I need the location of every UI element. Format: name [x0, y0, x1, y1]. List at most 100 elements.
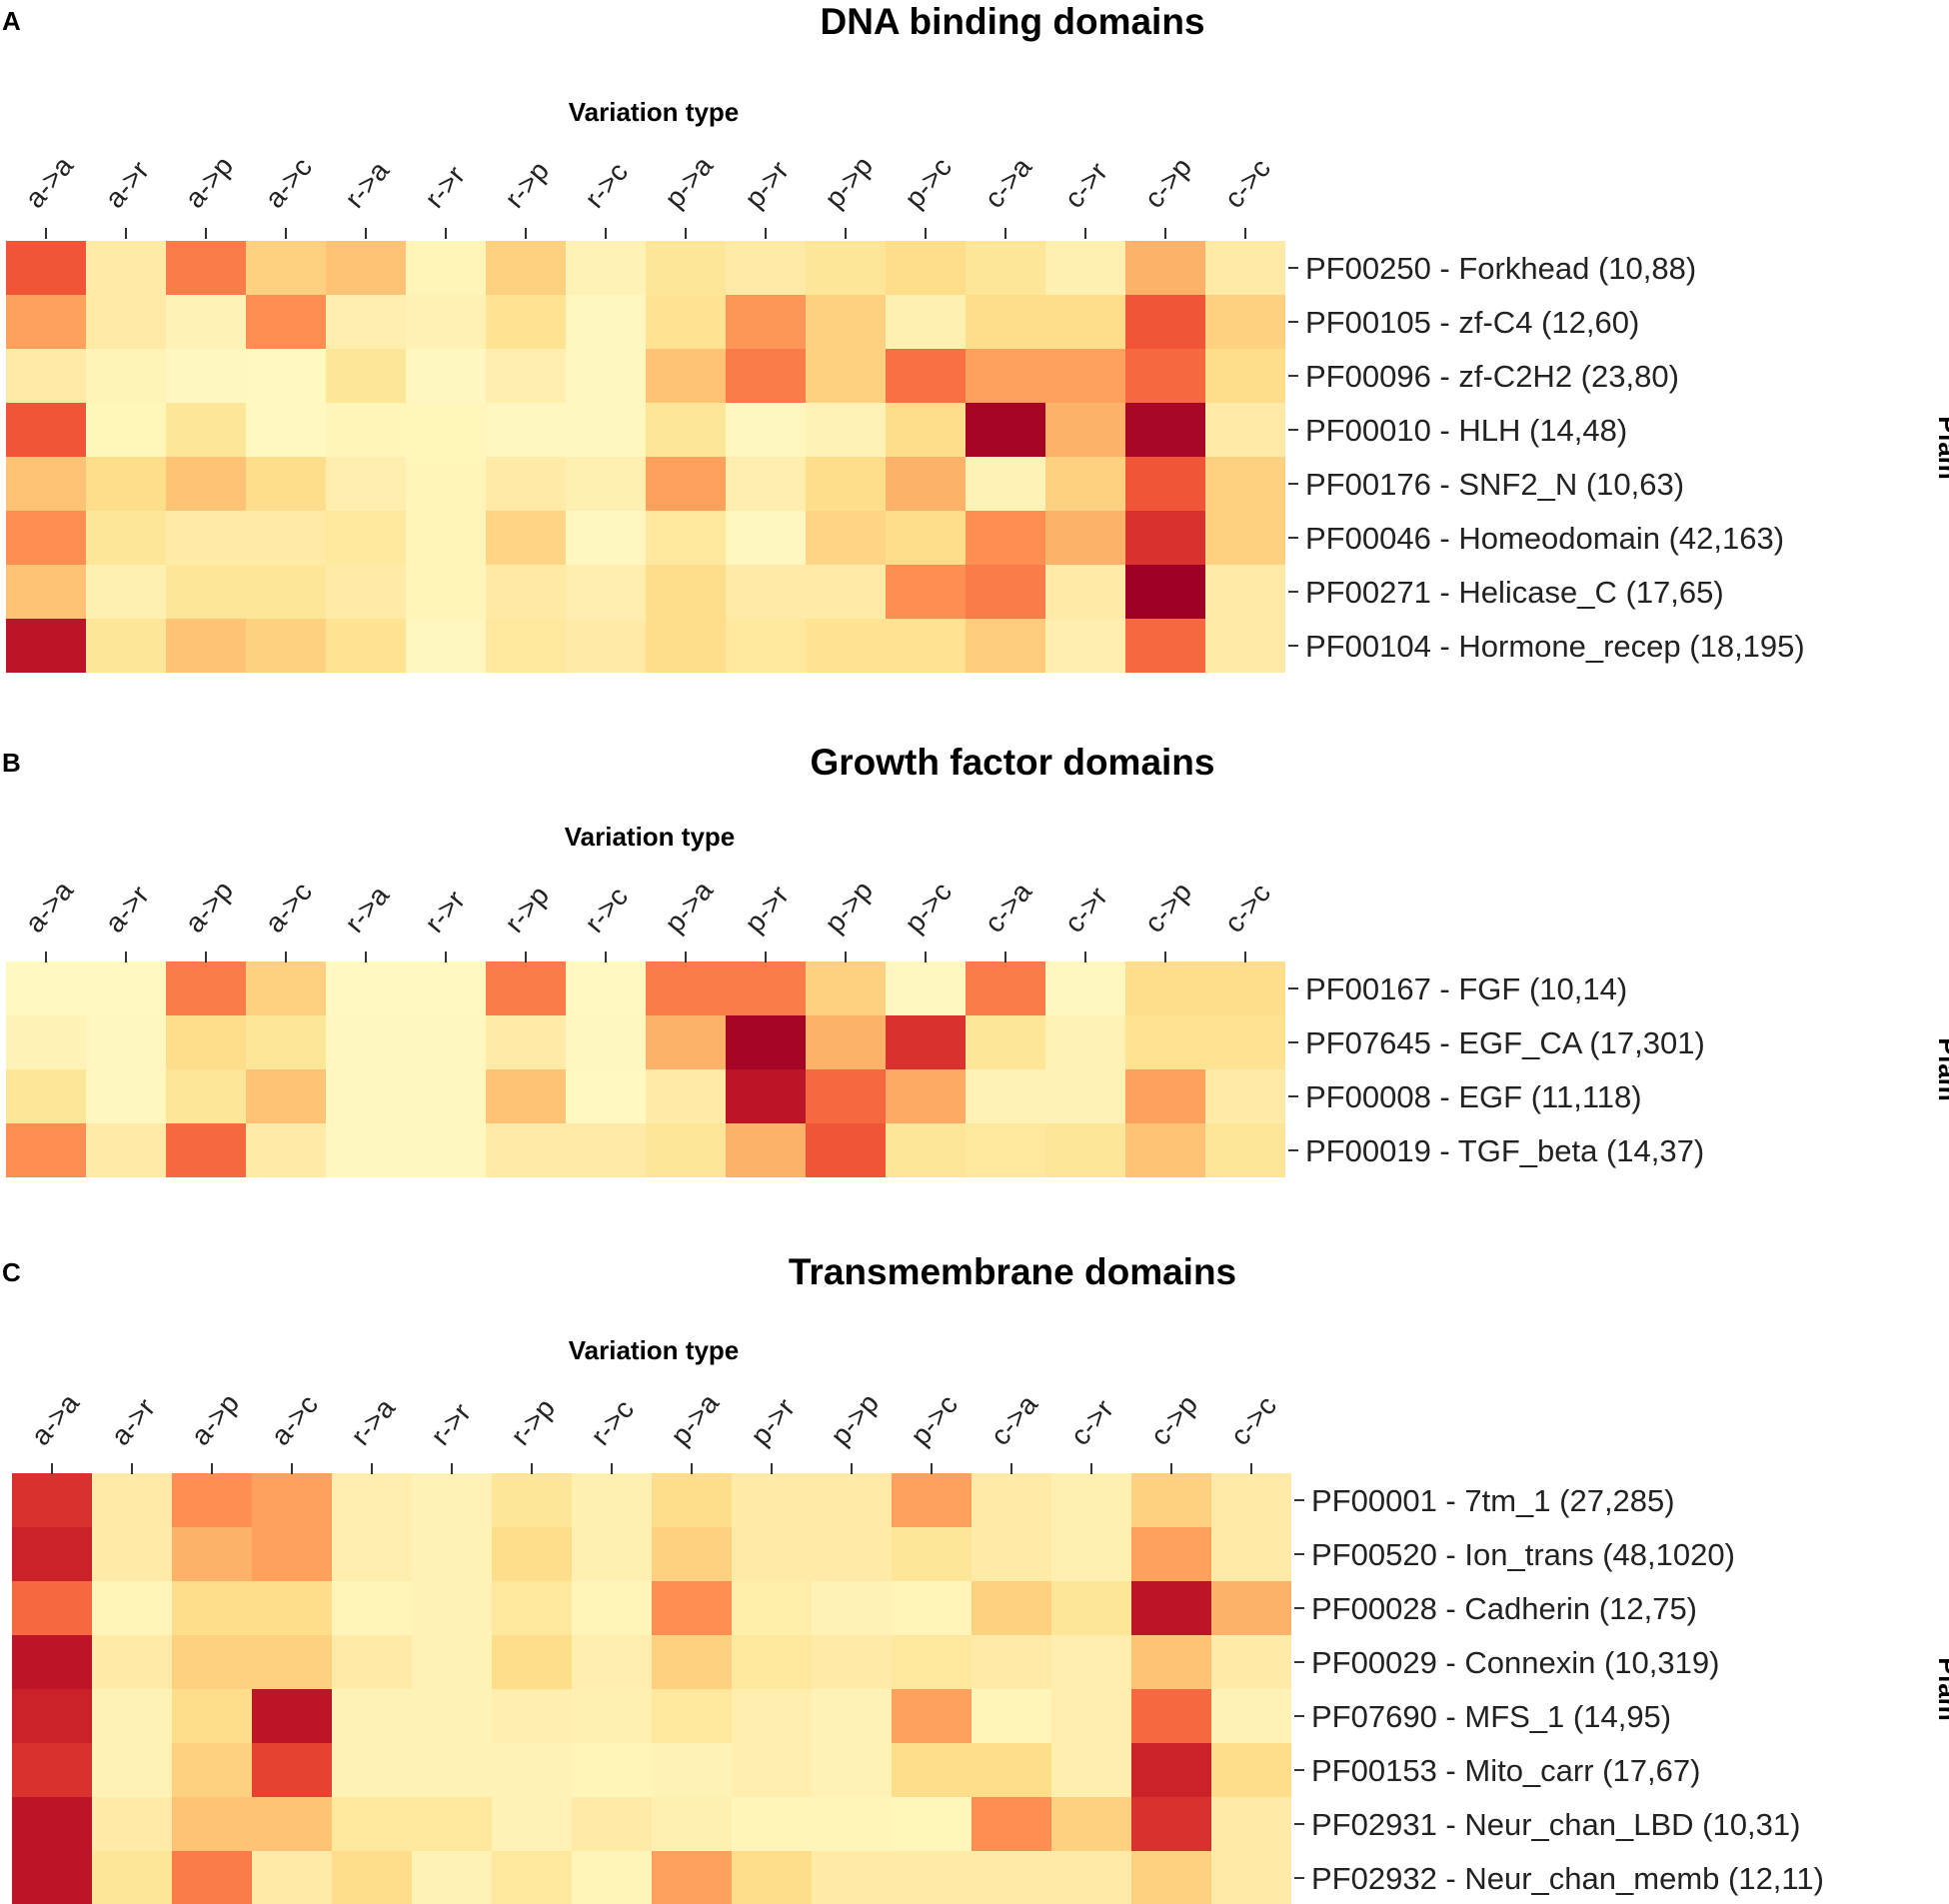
heatmap-cell	[6, 619, 86, 673]
column-label: a->p	[185, 1387, 245, 1450]
heatmap-cell	[972, 1581, 1051, 1635]
row-labels: PF00250 - Forkhead (10,88) PF00105 - zf-C…	[1288, 251, 1805, 664]
heatmap-cell	[492, 1689, 572, 1743]
column-label: p->r	[745, 1392, 801, 1451]
column-label: r->r	[425, 1397, 477, 1451]
heatmap-cell	[972, 1527, 1051, 1581]
heatmap-cell	[252, 1527, 332, 1581]
heatmap-cell	[486, 1069, 566, 1123]
heatmap-cell	[812, 1851, 892, 1904]
column-label: a->c	[259, 877, 318, 939]
heatmap-cell	[246, 1069, 326, 1123]
heatmap-cell	[166, 1069, 246, 1123]
heatmap-cell	[1125, 457, 1205, 511]
heatmap-cell	[172, 1797, 252, 1851]
heatmap-cell	[326, 1123, 406, 1177]
column-label: c->a	[978, 876, 1038, 939]
heatmap-cell	[246, 241, 326, 295]
heatmap-cell	[326, 241, 406, 295]
heatmap-cell	[6, 565, 86, 619]
heatmap-cell	[1125, 565, 1205, 619]
heatmap-cell	[246, 565, 326, 619]
heatmap-cell	[886, 349, 966, 403]
heatmap-cell	[886, 619, 966, 673]
heatmap-cell	[886, 1015, 966, 1069]
heatmap-cell	[726, 619, 806, 673]
heatmap-cell	[6, 961, 86, 1015]
heatmap-cell	[86, 1015, 166, 1069]
heatmap-cell	[726, 511, 806, 565]
heatmap-cell	[732, 1689, 812, 1743]
heatmap-cell	[486, 961, 566, 1015]
heatmap-cell	[1125, 241, 1205, 295]
heatmap-cell	[806, 457, 886, 511]
panel-letter: B	[2, 748, 21, 778]
heatmap-cell	[6, 295, 86, 349]
heatmap-cell	[252, 1689, 332, 1743]
row-label: PF00096 - zf-C2H2 (23,80)	[1305, 359, 1679, 394]
heatmap-cell	[726, 1015, 806, 1069]
heatmap-cell	[572, 1635, 652, 1689]
heatmap-cell	[326, 619, 406, 673]
heatmap-cell	[972, 1689, 1051, 1743]
heatmap-cell	[812, 1581, 892, 1635]
heatmap-cell	[966, 511, 1045, 565]
heatmap-cell	[92, 1797, 172, 1851]
heatmap-cell	[566, 961, 646, 1015]
heatmap-cell	[86, 349, 166, 403]
heatmap-cell	[332, 1689, 412, 1743]
heatmap-cell	[166, 511, 246, 565]
row-label: PF00046 - Homeodomain (42,163)	[1305, 521, 1784, 556]
heatmap-cell	[966, 403, 1045, 457]
row-label: PF00104 - Hormone_recep (18,195)	[1305, 629, 1805, 664]
heatmap-cell	[412, 1689, 492, 1743]
heatmap-cell	[1045, 1069, 1125, 1123]
panel-letter: C	[2, 1257, 21, 1287]
heatmap-cell	[406, 295, 486, 349]
heatmap-cell	[732, 1743, 812, 1797]
heatmap-cell	[12, 1635, 92, 1689]
row-label: PF00001 - 7tm_1 (27,285)	[1311, 1483, 1675, 1518]
heatmap-cell	[892, 1473, 972, 1527]
row-labels: PF00001 - 7tm_1 (27,285) PF00520 - Ion_tr…	[1294, 1483, 1824, 1896]
heatmap-cell	[1125, 403, 1205, 457]
heatmap-cell	[326, 1015, 406, 1069]
heatmap-cell	[412, 1635, 492, 1689]
x-axis-label: Variation type	[569, 1335, 740, 1365]
heatmap-cell	[92, 1851, 172, 1904]
heatmap-cell	[6, 1123, 86, 1177]
heatmap-cell	[246, 619, 326, 673]
heatmap-cell	[1205, 619, 1285, 673]
heatmap-cell	[646, 1069, 726, 1123]
x-axis-label: Variation type	[565, 822, 736, 852]
heatmap-cell	[892, 1635, 972, 1689]
heatmap-cell	[246, 295, 326, 349]
heatmap-cell	[806, 295, 886, 349]
heatmap-cell	[892, 1797, 972, 1851]
heatmap-cell	[492, 1473, 572, 1527]
heatmap-cell	[492, 1743, 572, 1797]
column-label: a->a	[25, 1387, 86, 1451]
heatmap-cell	[412, 1851, 492, 1904]
panel-title: Growth factor domains	[811, 742, 1215, 783]
heatmap-cell	[172, 1689, 252, 1743]
heatmap-cell	[6, 1015, 86, 1069]
column-label: c->c	[1224, 1390, 1282, 1451]
heatmap-cell	[332, 1635, 412, 1689]
heatmap-cell	[1125, 961, 1205, 1015]
heatmap-cell	[812, 1743, 892, 1797]
heatmap-cell	[1205, 241, 1285, 295]
heatmap-cell	[572, 1851, 652, 1904]
column-label: a->r	[99, 880, 155, 939]
row-label: PF02931 - Neur_chan_LBD (10,31)	[1311, 1807, 1800, 1842]
heatmap-cell	[1045, 457, 1125, 511]
heatmap-cell	[646, 1123, 726, 1177]
heatmap-cell	[886, 457, 966, 511]
heatmap-cell	[886, 241, 966, 295]
heatmap-cell	[412, 1743, 492, 1797]
heatmap-cell	[492, 1797, 572, 1851]
heatmap-cell	[1205, 403, 1285, 457]
heatmap-cell	[1051, 1635, 1131, 1689]
heatmap-cell	[326, 403, 406, 457]
heatmap-cell	[566, 1069, 646, 1123]
